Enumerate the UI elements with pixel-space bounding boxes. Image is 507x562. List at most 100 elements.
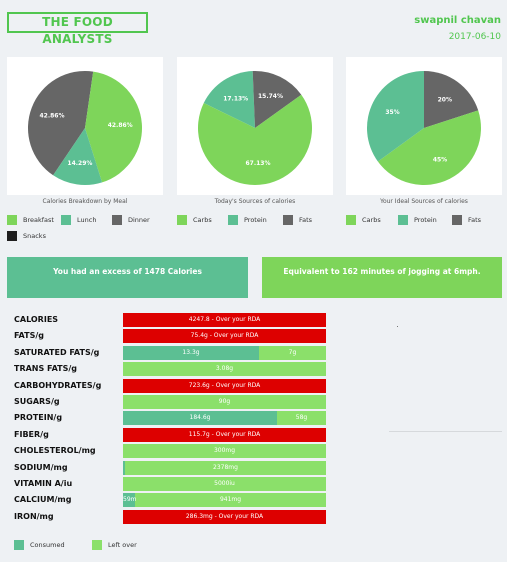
- nutrient-label: VITAMIN A/iu: [14, 479, 73, 488]
- leftover-value: 3.08g: [215, 365, 234, 372]
- pie-slice-label: 45%: [433, 157, 447, 164]
- legend-item[interactable]: Fats: [452, 215, 481, 225]
- stray-dot: [397, 326, 398, 327]
- nutrient-label: IRON/mg: [14, 512, 54, 521]
- legend-label: Left over: [108, 541, 137, 549]
- legend-swatch: [228, 215, 238, 225]
- leftover-value: 90g: [218, 398, 231, 405]
- leftover-value: 58g: [295, 414, 308, 421]
- nutrient-bar[interactable]: 90g: [123, 395, 326, 409]
- legend-swatch: [346, 215, 356, 225]
- nutrient-bar[interactable]: 75.4g - Over your RDA: [123, 329, 326, 343]
- pie-slice-label: 35%: [385, 109, 399, 116]
- legend-item[interactable]: Snacks: [7, 231, 46, 241]
- excess-calories-banner: You had an excess of 1478 Calories: [7, 257, 248, 298]
- nutrient-bar[interactable]: 115.7g - Over your RDA: [123, 428, 326, 442]
- nutrient-bar[interactable]: 4247.8 - Over your RDA: [123, 313, 326, 327]
- consumed-segment: [123, 493, 135, 507]
- legend-label: Dinner: [128, 216, 150, 224]
- legend-item[interactable]: Carbs: [346, 215, 381, 225]
- legend-item[interactable]: Lunch: [61, 215, 96, 225]
- legend-swatch: [61, 215, 71, 225]
- legend-item[interactable]: Dinner: [112, 215, 150, 225]
- pie-slice-label: 15.74%: [258, 93, 283, 100]
- nutrient-bar[interactable]: 59m 941mg: [123, 493, 326, 507]
- legend-item[interactable]: Breakfast: [7, 215, 54, 225]
- pie-slice[interactable]: [53, 128, 103, 186]
- consumed-value: 59m: [123, 496, 137, 503]
- legend-label: Lunch: [77, 216, 97, 224]
- consumed-segment: [123, 411, 277, 425]
- legend-item-consumed: Consumed: [14, 540, 65, 550]
- legend-label: Fats: [299, 216, 313, 224]
- nutrient-bar[interactable]: 184.6g 58g: [123, 411, 326, 425]
- legend-swatch: [92, 540, 102, 550]
- leftover-value: 5000iu: [214, 480, 235, 487]
- pie-card-today: 17.13% 15.74% 67.13%: [177, 57, 333, 195]
- over-rda-text: 115.7g - Over your RDA: [188, 431, 261, 438]
- legend-swatch: [283, 215, 293, 225]
- legend-item[interactable]: Fats: [283, 215, 312, 225]
- legend-label: Protein: [414, 216, 437, 224]
- legend-swatch: [112, 215, 122, 225]
- legend-label: Protein: [244, 216, 267, 224]
- legend-label: Breakfast: [23, 216, 54, 224]
- legend-label: Snacks: [23, 232, 46, 240]
- pie-chart-ideal: 20% 45% 35%: [367, 71, 481, 185]
- nutrient-bar[interactable]: 723.6g - Over your RDA: [123, 379, 326, 393]
- pie-slice[interactable]: [367, 71, 424, 162]
- pie-slice[interactable]: [203, 71, 255, 128]
- pie-slice[interactable]: [424, 71, 479, 128]
- consumed-value: 184.6g: [189, 414, 211, 421]
- nutrient-label: SODIUM/mg: [14, 463, 68, 472]
- pie-slice[interactable]: [377, 110, 481, 185]
- divider: [389, 431, 502, 432]
- nutrient-bar[interactable]: 2378mg: [123, 461, 326, 475]
- nutrient-bar[interactable]: 3.08g: [123, 362, 326, 376]
- nutrient-label: PROTEIN/g: [14, 413, 63, 422]
- pie-chart-meals: 42.86% 42.86% 14.29%: [27, 70, 143, 186]
- nutrient-label: CALCIUM/mg: [14, 495, 72, 504]
- legend-item[interactable]: Protein: [398, 215, 437, 225]
- leftover-value: 300mg: [213, 447, 236, 454]
- legend-item[interactable]: Protein: [228, 215, 267, 225]
- legend-label: Carbs: [362, 216, 381, 224]
- nutrient-label: CHOLESTEROL/mg: [14, 446, 96, 455]
- user-name[interactable]: swapnil chavan: [414, 15, 501, 26]
- consumed-segment: [123, 346, 259, 360]
- report-date: 2017-06-10: [448, 32, 501, 42]
- legend-swatch: [177, 215, 187, 225]
- pie-card-ideal: 20% 45% 35%: [346, 57, 502, 195]
- legend-swatch: [7, 215, 17, 225]
- nutrient-bar[interactable]: 300mg: [123, 444, 326, 458]
- pie-slice-label: 42.86%: [40, 112, 65, 119]
- legend-label: Carbs: [193, 216, 212, 224]
- brand-logo: THE FOOD ANALYSTS: [7, 12, 148, 46]
- leftover-value: 7g: [288, 349, 297, 356]
- nutrient-label: FATS/g: [14, 331, 44, 340]
- chart-caption: Your Ideal Sources of calories: [380, 198, 468, 205]
- legend-swatch: [452, 215, 462, 225]
- pie-slice[interactable]: [85, 71, 143, 183]
- pie-slice-label: 17.13%: [223, 95, 248, 102]
- nutrient-label: TRANS FATS/g: [14, 364, 78, 373]
- leftover-value: 2378mg: [213, 464, 238, 471]
- pie-slice[interactable]: [27, 70, 94, 176]
- nutrient-label: CALORIES: [14, 315, 59, 324]
- nutrient-bar[interactable]: 286.3mg - Over your RDA: [123, 510, 326, 524]
- nutrient-bar[interactable]: 13.3g 7g: [123, 346, 326, 360]
- pie-slice-label: 14.29%: [67, 160, 92, 167]
- legend-item-leftover: Left over: [92, 540, 137, 550]
- pie-slice-label: 67.13%: [246, 160, 271, 167]
- consumed-segment: [123, 461, 125, 475]
- legend-item[interactable]: Carbs: [177, 215, 212, 225]
- pie-card-meals: 42.86% 42.86% 14.29%: [7, 57, 163, 195]
- legend-swatch: [7, 231, 17, 241]
- pie-slice[interactable]: [252, 71, 302, 128]
- over-rda-text: 4247.8 - Over your RDA: [188, 316, 261, 323]
- nutrient-label: CARBOHYDRATES/g: [14, 381, 102, 390]
- pie-slice[interactable]: [198, 94, 313, 185]
- nutrient-bar[interactable]: 5000iu: [123, 477, 326, 491]
- nutrient-label: SUGARS/g: [14, 397, 60, 406]
- pie-slice-label: 42.86%: [108, 122, 133, 129]
